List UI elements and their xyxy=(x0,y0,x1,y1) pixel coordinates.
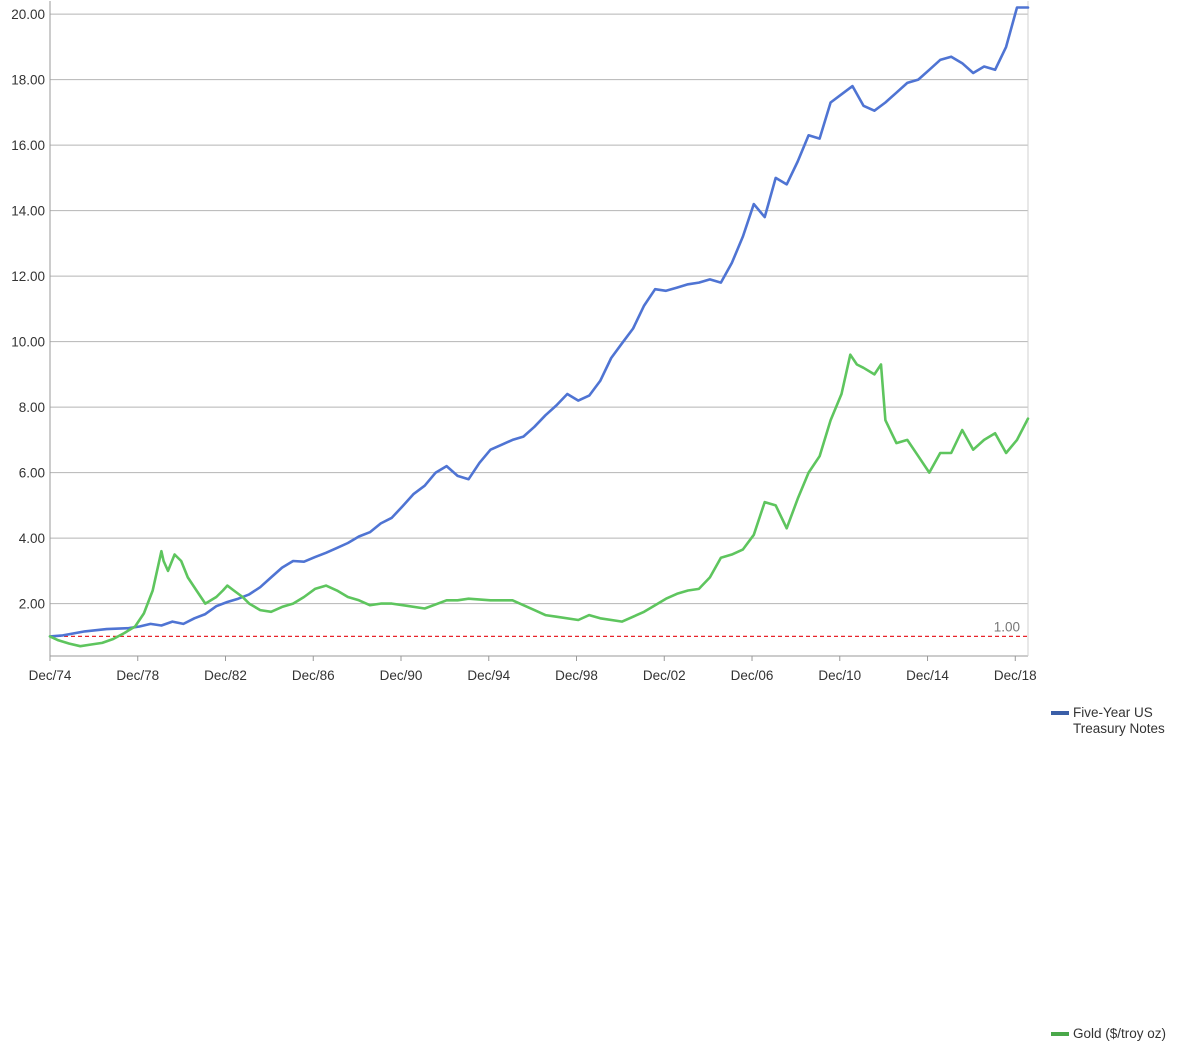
x-tick-label-1: Dec/78 xyxy=(116,668,159,683)
axes: 2.00 4.00 6.00 8.00 10.00 12.00 14.00 16.00 18.0… xyxy=(11,1,1037,683)
series-line-gold xyxy=(48,353,1030,648)
x-tick-label-11: Dec/18 xyxy=(994,668,1037,683)
y-tick-label-3: 8.00 xyxy=(19,400,45,415)
line-chart: 2.00 4.00 6.00 8.00 10.00 12.00 14.00 16.00 18.0… xyxy=(11,1,1037,683)
x-tick-label-7: Dec/02 xyxy=(643,668,686,683)
x-tick-label-3: Dec/86 xyxy=(292,668,335,683)
grid-lines xyxy=(50,13,1028,605)
x-tick-label-0: Dec/74 xyxy=(29,668,72,683)
legend-swatch-gold xyxy=(1051,1032,1069,1036)
legend-label-gold: Gold ($/troy oz) xyxy=(1073,1026,1167,1041)
legend-swatch-treasury xyxy=(1051,711,1069,715)
chart-container: 2.00 4.00 6.00 8.00 10.00 12.00 14.00 16.00 18.0… xyxy=(11,1,1166,1041)
x-tick-label-2: Dec/82 xyxy=(204,668,247,683)
legend-label-treasury: Five-Year US Treasury Notes xyxy=(1073,705,1165,736)
x-tick-label-9: Dec/10 xyxy=(818,668,861,683)
y-tick-label-8: 18.00 xyxy=(11,73,45,88)
reference-line-group: 1.00 xyxy=(50,619,1028,637)
x-tick-label-6: Dec/98 xyxy=(555,668,598,683)
y-tick-label-0: 2.00 xyxy=(19,597,45,612)
y-tick-label-9: 20.00 xyxy=(11,7,45,22)
y-tick-label-5: 12.00 xyxy=(11,269,45,284)
y-tick-label-7: 16.00 xyxy=(11,138,45,153)
x-tick-label-8: Dec/06 xyxy=(731,668,774,683)
y-tick-label-1: 4.00 xyxy=(19,531,45,546)
x-tick-label-4: Dec/90 xyxy=(380,668,423,683)
x-tick-label-5: Dec/94 xyxy=(467,668,510,683)
x-tick-label-10: Dec/14 xyxy=(906,668,949,683)
y-tick-label-4: 10.00 xyxy=(11,335,45,350)
series-line-treasury xyxy=(48,6,1030,638)
series-lines xyxy=(48,6,1030,648)
y-tick-label-6: 14.00 xyxy=(11,204,45,219)
reference-line-label: 1.00 xyxy=(994,619,1020,634)
y-tick-label-2: 6.00 xyxy=(19,466,45,481)
